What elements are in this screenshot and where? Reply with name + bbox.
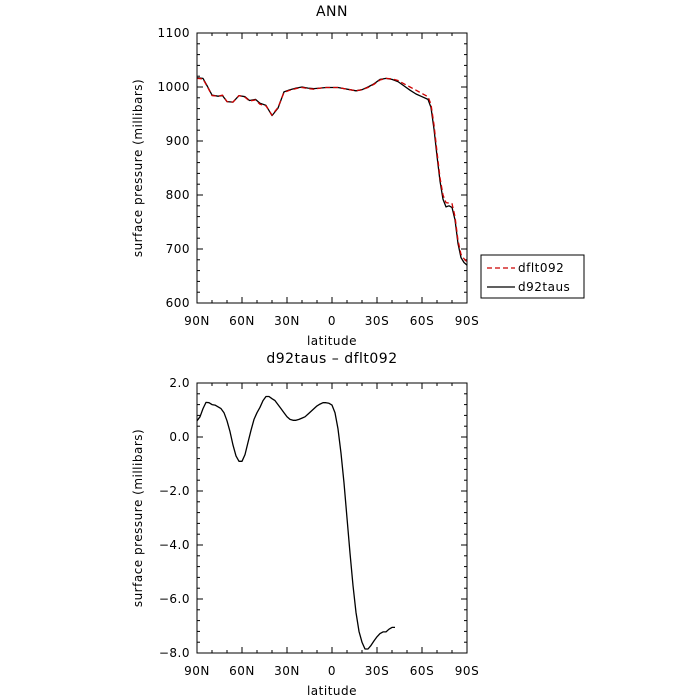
- x-tick-label: 90S: [455, 664, 479, 678]
- plot-frame: [196, 32, 468, 304]
- series-line-difference-0: [196, 395, 395, 650]
- series-line-d92taus: [196, 77, 468, 266]
- chart-title: d92taus – dflt092: [266, 351, 397, 367]
- y-tick-label: 900: [166, 134, 190, 148]
- y-tick-label: −6.0: [159, 592, 190, 606]
- x-tick-label: 90S: [455, 314, 479, 328]
- y-tick-label: 600: [166, 296, 190, 310]
- plot-frame: [196, 382, 468, 654]
- series-line-dflt092: [196, 77, 468, 263]
- x-tick-label: 0: [328, 314, 336, 328]
- x-axis-title: latitude: [307, 684, 357, 698]
- legend-label-dflt092: dflt092: [518, 261, 564, 275]
- x-tick-label: 90N: [184, 664, 210, 678]
- difference-chart: d92taus – dflt092 90N 60N 30N 0 30S 60S 90S −8.…: [131, 351, 479, 698]
- x-tick-label: 60N: [229, 314, 255, 328]
- y-axis-title: surface pressure (millibars): [131, 429, 145, 607]
- legend-box: [480, 254, 585, 299]
- series-layer: [196, 395, 395, 650]
- tick-marks: [196, 382, 468, 654]
- y-tick-label: 1100: [157, 26, 190, 40]
- x-tick-label: 30N: [274, 314, 300, 328]
- x-tick-label: 60N: [229, 664, 255, 678]
- ann-chart: ANN 90N 60N 30N 0 30S 60S 90S 600 700 800 900 1000 1…: [131, 4, 585, 348]
- y-tick-label: 800: [166, 188, 190, 202]
- y-tick-label: −2.0: [159, 484, 190, 498]
- x-tick-label: 60S: [410, 314, 434, 328]
- y-tick-label: 700: [166, 242, 190, 256]
- y-tick-label: −4.0: [159, 538, 190, 552]
- tick-labels: 90N 60N 30N 0 30S 60S 90S −8.0 −6.0 −4.0 −2.0 0.0 2.…: [159, 376, 479, 678]
- tick-marks: [196, 32, 468, 304]
- y-tick-label: −8.0: [159, 646, 190, 660]
- x-tick-label: 30N: [274, 664, 300, 678]
- tick-labels: 90N 60N 30N 0 30S 60S 90S 600 700 800 900 1000 1100: [157, 26, 479, 328]
- y-tick-label: 1000: [157, 80, 190, 94]
- y-tick-label: 2.0: [169, 376, 190, 390]
- chart-title: ANN: [316, 4, 348, 20]
- series-layer: [196, 77, 468, 266]
- x-tick-label: 60S: [410, 664, 434, 678]
- legend-label-d92taus: d92taus: [518, 280, 570, 294]
- y-axis-title: surface pressure (millibars): [131, 79, 145, 257]
- x-axis-title: latitude: [307, 334, 357, 348]
- x-tick-label: 30S: [365, 664, 389, 678]
- x-tick-label: 30S: [365, 314, 389, 328]
- x-tick-label: 0: [328, 664, 336, 678]
- y-tick-label: 0.0: [169, 430, 190, 444]
- x-tick-label: 90N: [184, 314, 210, 328]
- legend: dflt092 d92taus: [480, 254, 585, 299]
